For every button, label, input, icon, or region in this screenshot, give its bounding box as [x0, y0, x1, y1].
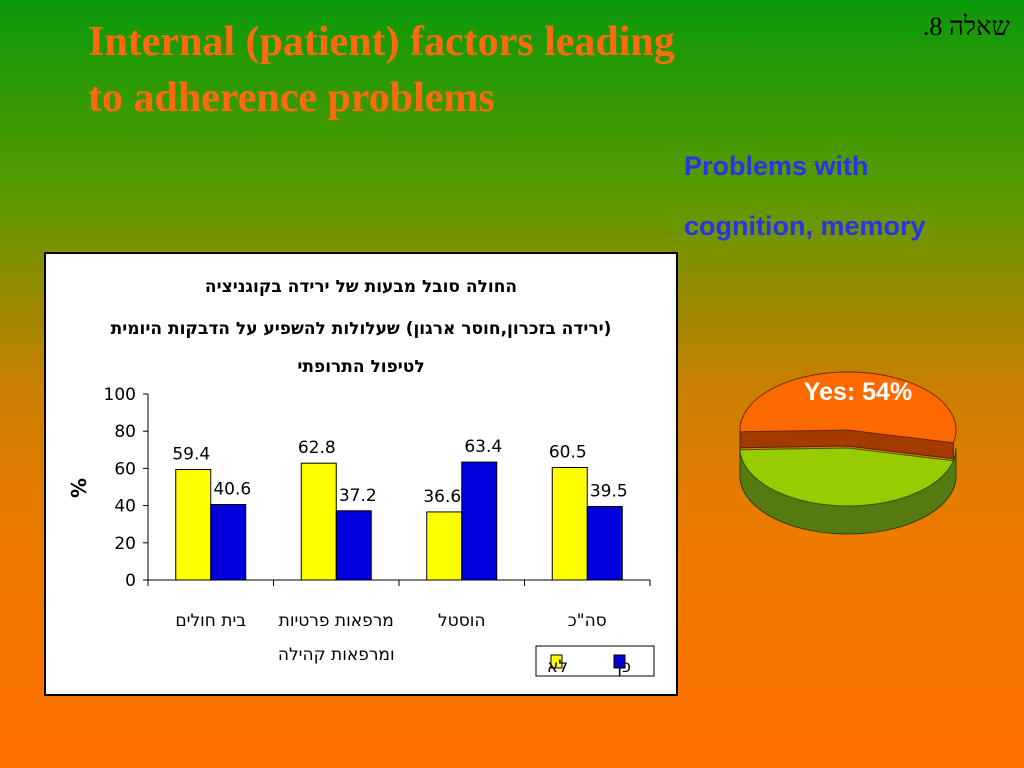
legend-swatch [550, 654, 563, 669]
data-label: 63.4 [464, 437, 502, 457]
question-number: שאלה 8. [922, 12, 1010, 41]
subtitle-line-1: Problems with [684, 151, 869, 181]
y-axis-label: % [67, 478, 91, 498]
subtitle: Problems with cognition, memory [684, 136, 1014, 256]
bar [175, 469, 212, 581]
bar [551, 466, 588, 581]
x-tick-label: מרפאות פרטיות [279, 611, 394, 631]
title-line-2: to adherence problems [88, 75, 495, 121]
title-line-1: Internal (patient) factors leading [88, 19, 675, 65]
y-tick-label: 80 [114, 422, 136, 442]
bar-chart-panel: החולה סובל מבעות של ירידה בקוגניציה (יריד… [44, 252, 678, 696]
y-tick-label: 0 [125, 571, 136, 591]
data-label: 59.4 [172, 445, 210, 465]
chart-title-line: (ירידה בזכרון,חוסר ארגון) שעלולות להשפיע… [111, 319, 612, 339]
data-label: 37.2 [339, 486, 377, 506]
data-label: 36.6 [423, 487, 461, 507]
bar [300, 462, 337, 581]
pie-slice-yes-label: Yes: 54% [804, 378, 912, 406]
pie-slice-yes [739, 371, 957, 444]
y-tick-label: 40 [114, 497, 136, 517]
bar [461, 461, 498, 581]
data-label: 62.8 [298, 438, 336, 458]
bar [335, 510, 372, 581]
slide-title: Internal (patient) factors leading to ad… [88, 14, 848, 126]
bar [586, 506, 623, 581]
x-tick-label: סה"כ [568, 611, 607, 631]
bar-chart: החולה סובל מבעות של ירידה בקוגניציה (יריד… [67, 277, 655, 677]
pie-chart: Yes: 54% [739, 371, 957, 535]
data-label: 40.6 [213, 479, 251, 499]
pie-chart-panel: Yes: 54% [734, 330, 964, 540]
pie-slice-no [739, 447, 955, 507]
legend-swatch [613, 654, 626, 669]
legend-label: כן [617, 657, 631, 677]
subtitle-line-2: cognition, memory [684, 211, 926, 241]
data-label: 60.5 [549, 442, 587, 462]
legend: לא כן [535, 645, 655, 677]
bar [210, 503, 247, 581]
bar [426, 511, 463, 581]
x-tick-label: ומרפאות קהילה [278, 645, 395, 665]
x-tick-label: בית חולים [175, 611, 246, 631]
y-tick-label: 20 [114, 534, 136, 554]
chart-title-line: לטיפול התרופתי [297, 357, 424, 377]
y-tick-label: 100 [104, 385, 136, 405]
x-tick-label: הוסטל [438, 611, 485, 631]
legend-label: לא [547, 657, 568, 677]
y-tick-label: 60 [114, 459, 136, 479]
chart-title-line: החולה סובל מבעות של ירידה בקוגניציה [205, 277, 517, 297]
data-label: 39.5 [590, 482, 628, 502]
